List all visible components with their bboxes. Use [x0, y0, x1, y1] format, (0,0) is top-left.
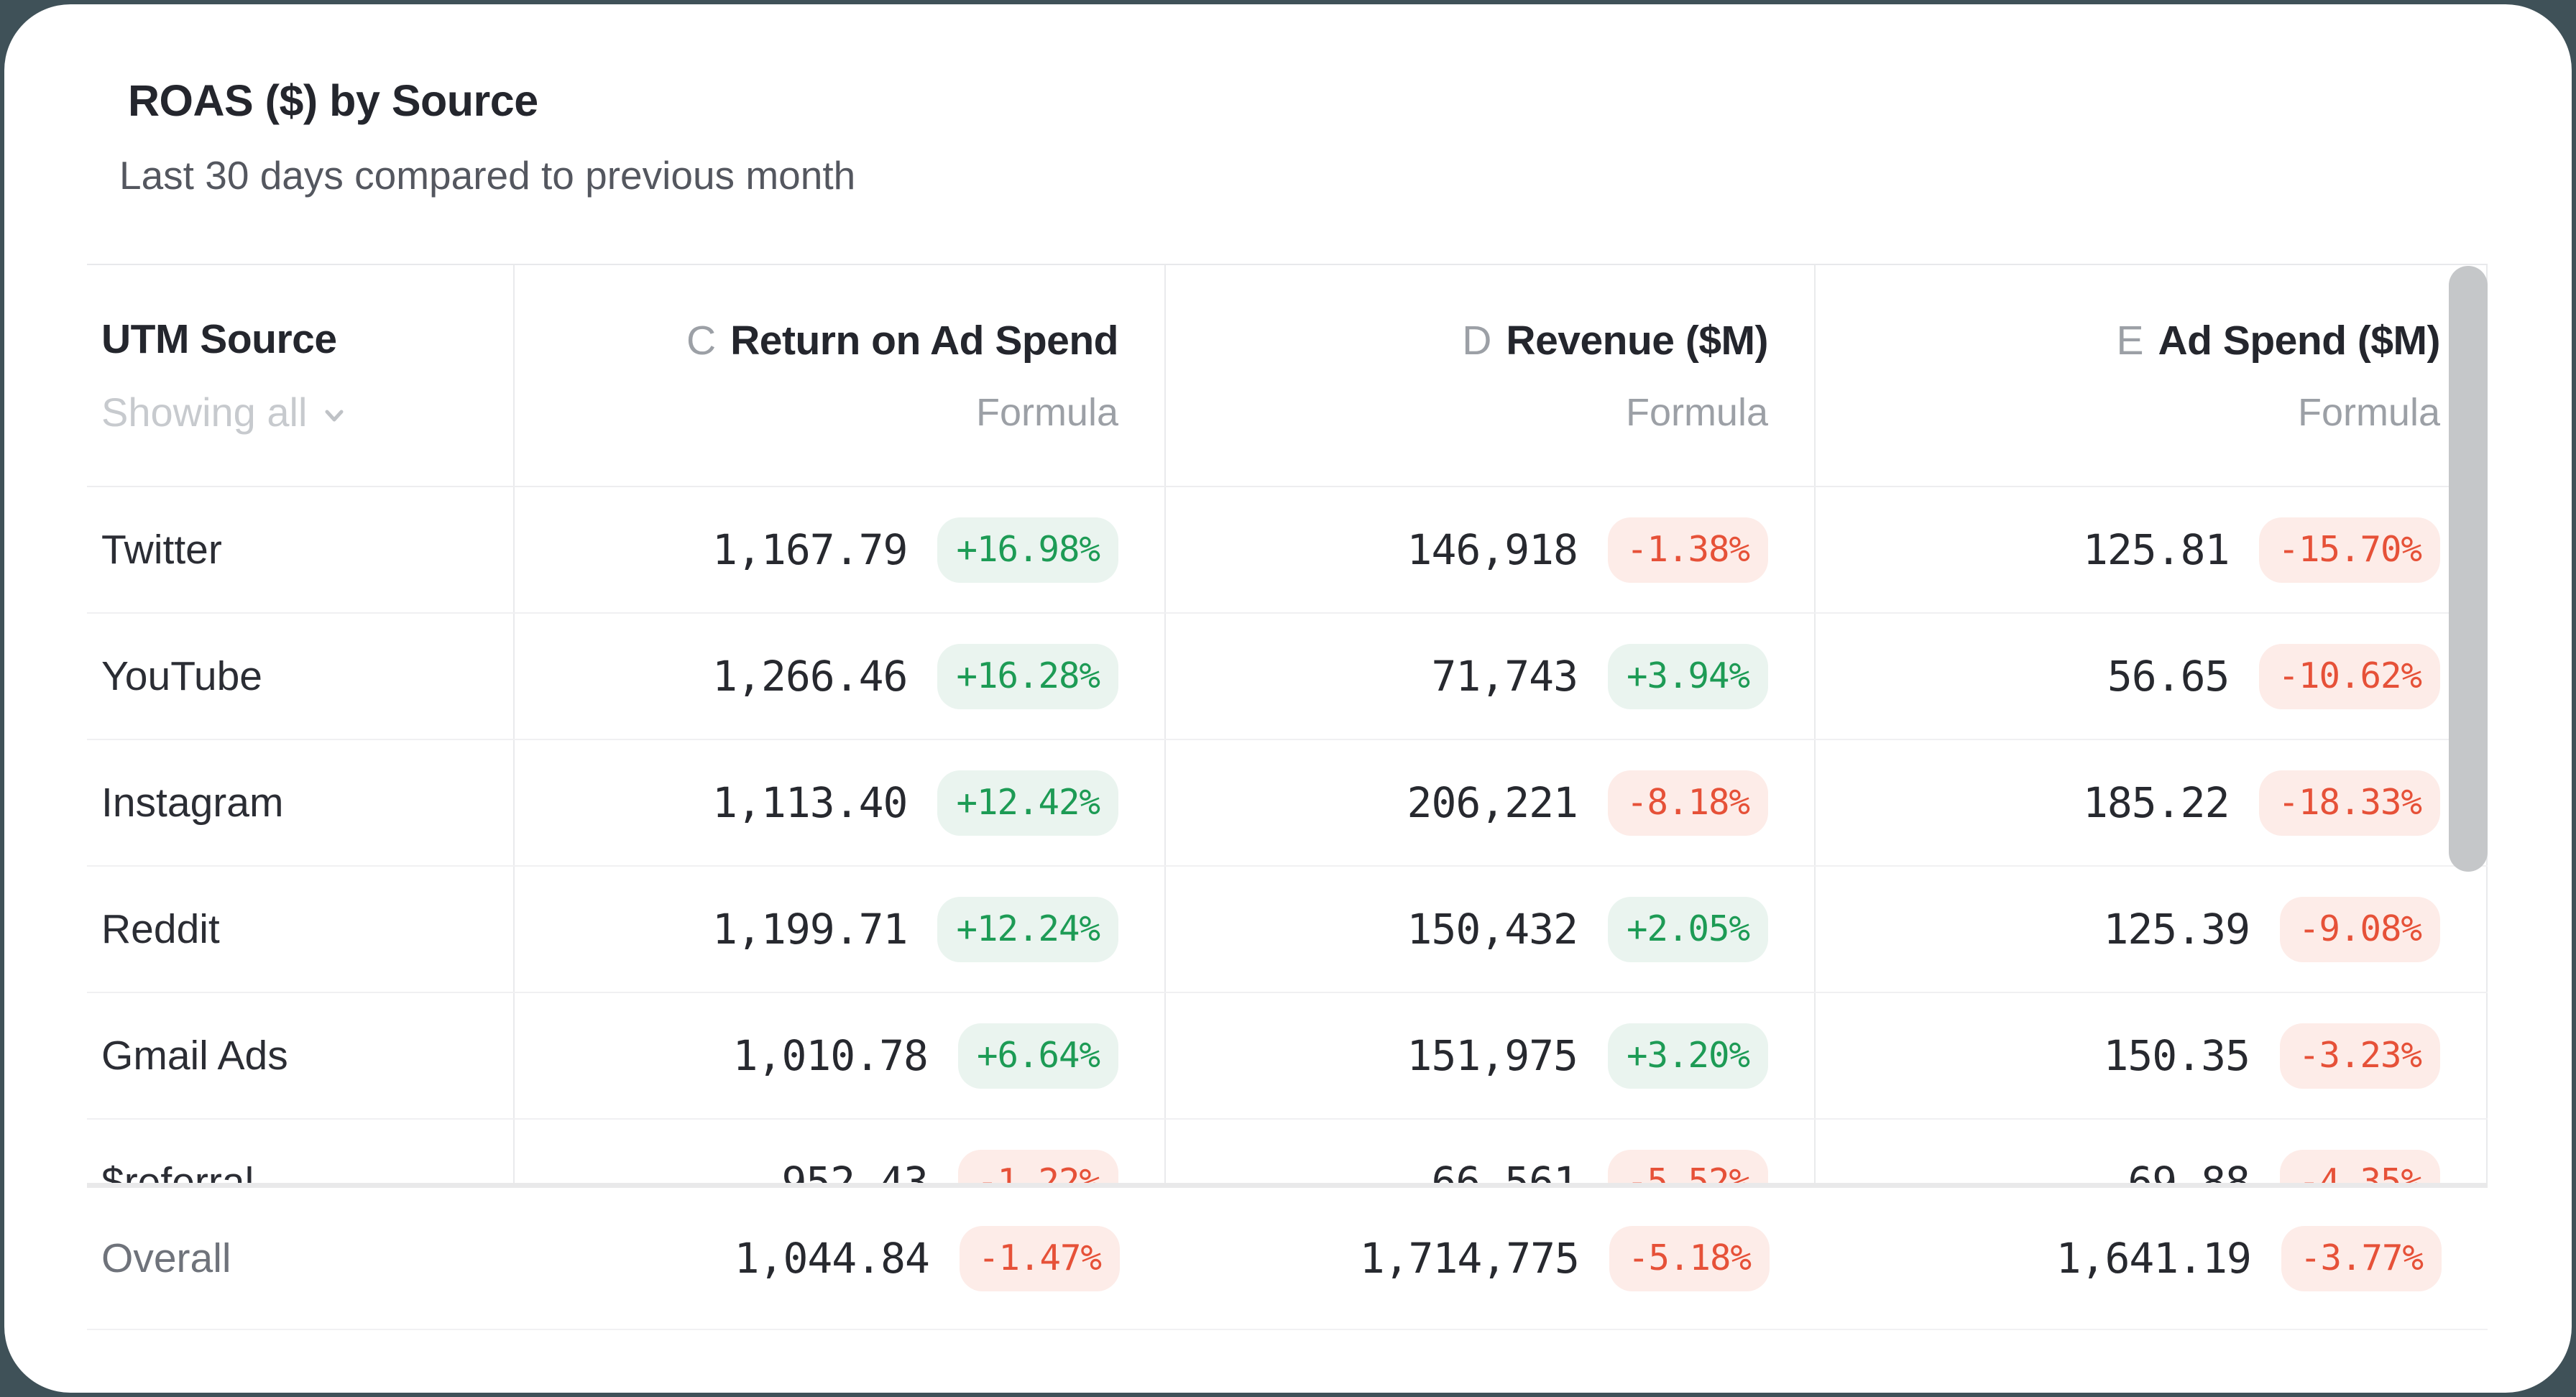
- formula-label: Formula: [2297, 390, 2440, 434]
- delta-badge: -10.62%: [2259, 643, 2440, 709]
- table-row-referral: $referral 952.43 -1.22% 66,561 -5.52% 69.8…: [87, 1120, 2488, 1184]
- delta-badge: -5.52%: [1607, 1149, 1768, 1184]
- showing-all-dropdown[interactable]: Showing all: [101, 389, 349, 435]
- delta-badge: -3.23%: [2279, 1023, 2440, 1089]
- delta-badge: -9.08%: [2279, 896, 2440, 962]
- roas-value: 952.43: [781, 1158, 929, 1184]
- ad-spend-value: 1,641.19: [2056, 1234, 2252, 1283]
- delta-badge: -5.18%: [1609, 1225, 1770, 1291]
- table-row-overall: Overall 1,044.84 -1.47% 1,714,775 -5.18% 1…: [87, 1188, 2488, 1331]
- revenue-value: 150,432: [1407, 905, 1578, 954]
- delta-badge: +12.24%: [937, 896, 1118, 962]
- column-label: Ad Spend ($M): [2158, 317, 2441, 364]
- roas-value: 1,167.79: [712, 525, 908, 575]
- table-row-youtube: YouTube 1,266.46 +16.28% 71,743 +3.94% 56.…: [87, 614, 2488, 741]
- table-body[interactable]: Twitter 1,167.79 +16.98% 146,918 -1.38% 12…: [87, 487, 2488, 1184]
- delta-badge: -3.77%: [2281, 1225, 2442, 1291]
- column-letter: C: [686, 317, 717, 364]
- roas-card: ROAS ($) by Source Last 30 days compared…: [4, 4, 2572, 1393]
- delta-badge: +12.42%: [937, 770, 1118, 836]
- delta-badge: +6.64%: [957, 1023, 1118, 1089]
- roas-value: 1,113.40: [712, 778, 908, 828]
- source-label: $referral: [101, 1159, 254, 1184]
- revenue-value: 151,975: [1407, 1031, 1578, 1081]
- delta-badge: +16.98%: [937, 517, 1118, 583]
- formula-label: Formula: [1625, 390, 1768, 434]
- revenue-value: 66,561: [1431, 1158, 1578, 1184]
- table-row-reddit: Reddit 1,199.71 +12.24% 150,432 +2.05% 125…: [87, 867, 2488, 994]
- source-label: Gmail Ads: [101, 1033, 288, 1079]
- delta-badge: -1.47%: [959, 1225, 1120, 1291]
- table-row-instagram: Instagram 1,113.40 +12.42% 206,221 -8.18% …: [87, 740, 2488, 867]
- roas-value: 1,266.46: [712, 652, 908, 701]
- column-label: Revenue ($M): [1506, 317, 1768, 364]
- revenue-value: 1,714,775: [1359, 1234, 1580, 1283]
- column-header-revenue[interactable]: D Revenue ($M) Formula: [1166, 265, 1816, 487]
- roas-value: 1,199.71: [712, 905, 908, 954]
- ad-spend-value: 185.22: [2082, 778, 2230, 828]
- roas-value: 1,044.84: [734, 1234, 930, 1283]
- summary-divider: [87, 1183, 2488, 1189]
- page-title: ROAS ($) by Source: [128, 76, 538, 125]
- table-row-gmail-ads: Gmail Ads 1,010.78 +6.64% 151,975 +3.20% 1…: [87, 993, 2488, 1120]
- overall-label: Overall: [101, 1235, 231, 1282]
- delta-badge: -15.70%: [2259, 517, 2440, 583]
- source-label: Instagram: [101, 780, 284, 826]
- ad-spend-value: 56.65: [2107, 652, 2230, 701]
- column-letter: D: [1462, 317, 1492, 364]
- delta-badge: -18.33%: [2259, 770, 2440, 836]
- delta-badge: +3.94%: [1607, 643, 1768, 709]
- vertical-scrollbar-thumb[interactable]: [2449, 266, 2488, 872]
- source-label: Reddit: [101, 906, 220, 953]
- column-letter: E: [2116, 317, 2144, 364]
- column-header-ad-spend[interactable]: E Ad Spend ($M) Formula: [1816, 265, 2488, 487]
- table-row-twitter: Twitter 1,167.79 +16.98% 146,918 -1.38% 12…: [87, 487, 2488, 614]
- revenue-value: 146,918: [1407, 525, 1578, 575]
- delta-badge: +3.20%: [1607, 1023, 1768, 1089]
- chevron-down-icon: [325, 410, 344, 422]
- utm-source-header-label: UTM Source: [101, 316, 337, 363]
- revenue-value: 71,743: [1431, 652, 1578, 701]
- delta-badge: -4.35%: [2279, 1149, 2440, 1184]
- delta-badge: -1.38%: [1607, 517, 1768, 583]
- ad-spend-value: 150.35: [2103, 1031, 2250, 1081]
- delta-badge: +16.28%: [937, 643, 1118, 709]
- source-label: Twitter: [101, 527, 222, 573]
- ad-spend-value: 125.81: [2082, 525, 2230, 575]
- table-header-row: UTM Source Showing all C Return on Ad Sp…: [87, 264, 2488, 488]
- card-subtitle: Last 30 days compared to previous month: [119, 153, 856, 198]
- roas-table: UTM Source Showing all C Return on Ad Sp…: [87, 264, 2488, 1331]
- source-label: YouTube: [101, 653, 262, 700]
- delta-badge: -8.18%: [1607, 770, 1768, 836]
- column-label: Return on Ad Spend: [730, 317, 1118, 364]
- column-header-utm-source[interactable]: UTM Source Showing all: [87, 265, 515, 487]
- showing-all-label: Showing all: [101, 389, 308, 435]
- roas-value: 1,010.78: [732, 1031, 929, 1081]
- column-header-roas[interactable]: C Return on Ad Spend Formula: [515, 265, 1166, 487]
- formula-label: Formula: [975, 390, 1118, 434]
- card-header: ROAS ($) by Source Last 30 days compared…: [119, 75, 2488, 199]
- delta-badge: +2.05%: [1607, 896, 1768, 962]
- revenue-value: 206,221: [1407, 778, 1578, 828]
- delta-badge: -1.22%: [957, 1149, 1118, 1184]
- ad-spend-value: 125.39: [2103, 905, 2250, 954]
- ad-spend-value: 69.88: [2128, 1158, 2250, 1184]
